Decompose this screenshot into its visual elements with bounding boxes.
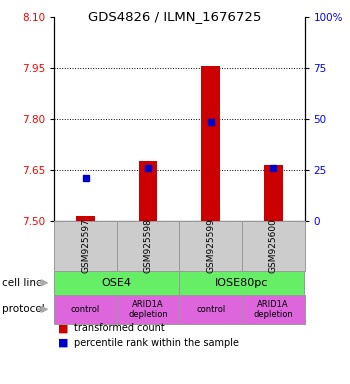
Text: cell line: cell line (2, 278, 42, 288)
Text: control: control (71, 305, 100, 314)
Text: ■: ■ (58, 338, 68, 348)
Text: transformed count: transformed count (74, 323, 164, 333)
Bar (201, 66, 220, 221)
Bar (76, 216, 95, 221)
Text: GSM925600: GSM925600 (269, 218, 278, 273)
Text: IOSE80pc: IOSE80pc (215, 278, 269, 288)
Bar (264, 165, 282, 221)
Text: ARID1A
depletion: ARID1A depletion (253, 300, 293, 319)
Text: protocol: protocol (2, 304, 44, 314)
Text: GDS4826 / ILMN_1676725: GDS4826 / ILMN_1676725 (88, 10, 262, 23)
Text: GSM925597: GSM925597 (81, 218, 90, 273)
Text: ■: ■ (58, 323, 68, 333)
Text: ARID1A
depletion: ARID1A depletion (128, 300, 168, 319)
Text: GSM925599: GSM925599 (206, 218, 215, 273)
Text: GSM925598: GSM925598 (144, 218, 153, 273)
Bar (139, 161, 158, 221)
Text: percentile rank within the sample: percentile rank within the sample (74, 338, 238, 348)
Text: control: control (196, 305, 225, 314)
Text: OSE4: OSE4 (102, 278, 132, 288)
